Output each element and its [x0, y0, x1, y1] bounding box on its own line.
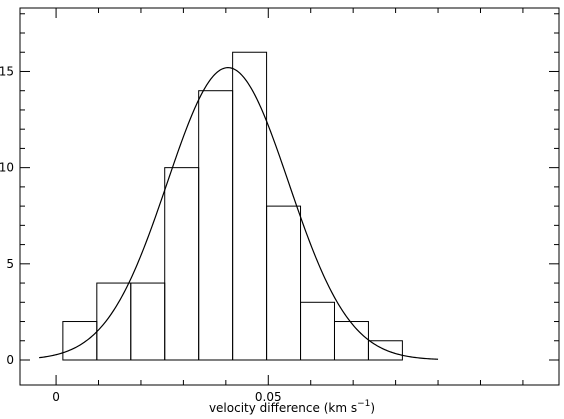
x-tick-label: 0.05	[255, 390, 282, 404]
x-axis-label-superscript: −1	[357, 399, 370, 409]
histogram-bar-4	[164, 167, 200, 361]
y-tick-label: 15	[0, 64, 14, 78]
y-tick-label: 5	[6, 257, 14, 271]
gaussian-curve-group	[39, 67, 439, 360]
histogram-bar-5	[198, 90, 234, 361]
x-axis-label-suffix: )	[370, 401, 375, 415]
histogram-bars	[62, 51, 403, 361]
plot-frame	[19, 7, 560, 386]
histogram-bar-2	[96, 282, 132, 361]
histogram-bar-9	[333, 321, 369, 361]
histogram-bar-1	[62, 321, 98, 361]
histogram-bar-10	[367, 340, 403, 361]
y-tick-label: 0	[6, 353, 14, 367]
x-axis-label: velocity difference (km s−1)	[209, 399, 375, 415]
x-axis-label-main: velocity difference (km s	[209, 401, 357, 415]
y-tick-label: 10	[0, 161, 14, 175]
gaussian-fit-curve	[39, 67, 439, 360]
histogram-bar-6	[232, 51, 268, 361]
x-tick-label: 0	[52, 390, 60, 404]
histogram-bar-3	[130, 282, 166, 361]
histogram-bar-7	[266, 205, 302, 361]
axes-group: 0 5 10 15 0 0.05	[0, 7, 560, 404]
histogram-bar-8	[300, 301, 335, 361]
